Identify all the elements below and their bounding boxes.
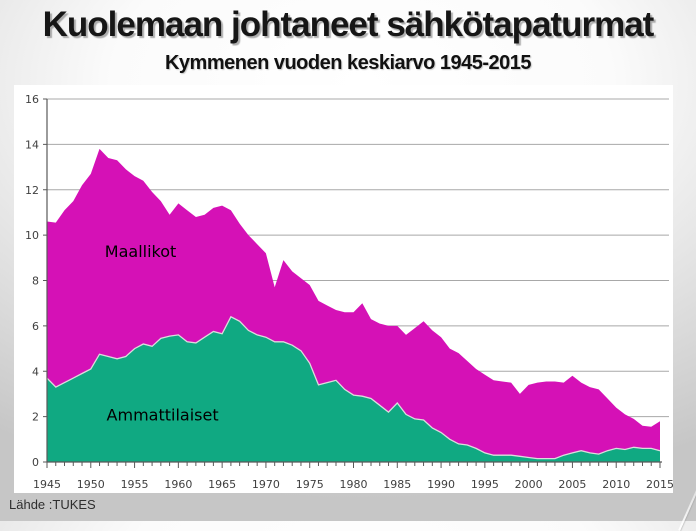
x-tick-label: 1970 (252, 478, 280, 491)
page-subtitle: Kymmenen vuoden keskiarvo 1945-2015 (164, 52, 532, 74)
x-tick-label: 1980 (340, 478, 368, 491)
ammattilaiset-area (47, 316, 660, 462)
x-tick-label: 1975 (296, 478, 324, 491)
y-tick-label: 4 (32, 365, 39, 378)
ammattilaiset-edge-line (46, 315, 661, 460)
y-tick-label: 16 (25, 93, 39, 106)
x-tick-label: 1960 (164, 478, 192, 491)
ammattilaiset-area-label: Ammattilaiset (107, 405, 219, 424)
y-tick-label: 8 (32, 275, 39, 288)
x-tick-label: 1950 (77, 478, 105, 491)
corner-decoration-line (678, 458, 696, 531)
y-tick-label: 0 (32, 456, 39, 469)
x-tick-label: 1995 (471, 478, 499, 491)
x-tick-label: 1985 (383, 478, 411, 491)
maallikot-area-label: Maallikot (105, 242, 177, 261)
stacked-area-chart: 0 2 4 6 8 10 12 14 16 1945 1950 1955 1960 1965 1970 197… (25, 93, 674, 491)
y-tick-label: 10 (25, 229, 39, 242)
x-tick-label: 1990 (427, 478, 455, 491)
x-tick-label: 2015 (646, 478, 673, 491)
x-tick-label: 2010 (602, 478, 630, 491)
y-tick-label: 12 (25, 184, 39, 197)
y-tick-label: 6 (32, 320, 39, 333)
chart-panel: 0 2 4 6 8 10 12 14 16 1945 1950 1955 1960 1965 1970 197… (14, 85, 674, 493)
x-tick-label: 1965 (208, 478, 236, 491)
y-tick-label: 2 (32, 411, 39, 424)
source-label: Lähde :TUKES (9, 497, 96, 512)
x-tick-label: 2000 (515, 478, 543, 491)
x-tick-label: 1945 (33, 478, 61, 491)
page-title: Kuolemaan johtaneet sähkötapaturmat (42, 5, 655, 44)
x-tick-label: 1955 (121, 478, 149, 491)
x-tick-label: 2005 (558, 478, 586, 491)
y-tick-label: 14 (25, 138, 39, 151)
